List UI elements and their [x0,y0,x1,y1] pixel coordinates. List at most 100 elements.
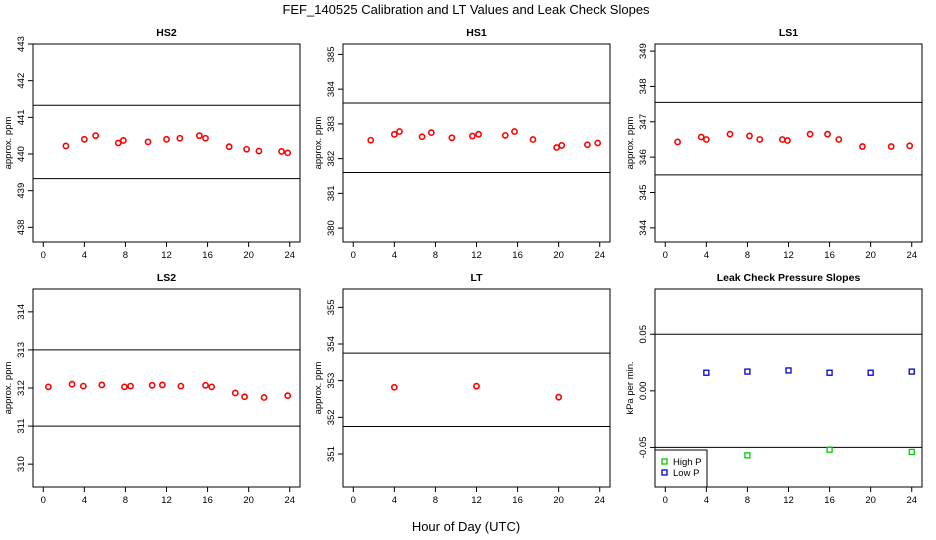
data-point [887,143,895,150]
x-tick-label: 0 [663,495,668,506]
y-tick-label: 348 [638,78,649,94]
y-tick-label: 383 [326,116,337,132]
data-point [826,369,833,376]
x-tick-label: 20 [865,250,876,261]
y-tick-label: 353 [326,373,337,389]
data-point [824,130,831,138]
x-tick-label: 0 [41,250,46,261]
x-tick-label: 20 [553,250,564,261]
y-tick-label: 312 [16,380,27,396]
data-point [594,139,602,147]
data-point [241,393,248,401]
data-point [62,142,70,150]
data-point [284,392,292,400]
y-tick-label: 314 [16,304,27,320]
panel-0: HS2 0 4 8 12 16 20 24 438 439 440 441 442 443 approx. … [3,27,301,261]
y-axis-label: approx. ppm [3,362,14,415]
y-tick-label: 310 [16,456,27,472]
plot-frame [32,288,301,488]
data-point [260,394,268,401]
data-point [806,130,814,138]
panel-2: LS1 0 4 8 12 16 20 24 344 345 346 347 348 349 approx. … [625,27,923,261]
figure-title: FEF_140525 Calibration and LT Values and… [282,2,650,17]
x-tick-label: 8 [123,250,128,261]
data-point [148,381,156,389]
x-tick-label: 12 [783,495,794,506]
data-point [79,382,87,390]
x-tick-label: 0 [351,250,356,261]
x-tick-label: 4 [704,495,709,506]
y-tick-label: 344 [638,220,649,236]
x-tick-label: 8 [745,250,750,261]
y-tick-label: 313 [16,342,27,358]
data-point [45,383,52,391]
legend-label: Low P [673,468,699,479]
y-tick-label: 345 [638,185,649,201]
data-point [785,367,792,374]
data-point [558,142,566,149]
data-point [511,128,518,135]
data-point [177,382,185,390]
y-tick-label: 0.00 [638,382,649,401]
x-tick-label: 0 [663,250,668,261]
panel-title: LS2 [157,272,176,284]
y-axis-label: kPa per min. [625,361,636,414]
panel-title: LS1 [779,27,798,39]
y-tick-label: 355 [326,299,337,315]
y-tick-label: 442 [16,73,27,89]
x-tick-label: 16 [824,250,835,261]
y-tick-label: 346 [638,149,649,165]
data-point [176,134,184,142]
data-point [501,131,509,139]
y-tick-label: 349 [638,43,649,59]
x-tick-label: 8 [123,495,128,506]
data-point [744,368,751,375]
data-point [98,381,106,389]
y-tick-label: 352 [326,409,337,425]
y-tick-label: 443 [16,36,27,52]
data-point [778,136,786,143]
y-tick-label: 0.05 [638,325,649,344]
x-tick-label: 4 [392,250,397,261]
x-tick-label: 12 [471,495,482,506]
data-point [367,136,375,144]
data-point [390,130,398,138]
figure-xlabel: Hour of Day (UTC) [412,519,520,534]
legend-marker [661,458,668,465]
y-axis-label: approx. ppm [313,117,324,170]
data-point [784,137,791,144]
panel-4: LT 0 4 8 12 16 20 24 351 352 353 354 355 approx. ppm [313,272,611,506]
x-tick-label: 24 [594,495,605,506]
plot-frame [342,43,611,243]
data-point [202,381,209,389]
data-point [163,135,170,143]
x-tick-label: 20 [865,495,876,506]
data-point [418,133,426,141]
legend-marker [661,469,668,476]
plot-frame [32,43,301,243]
panel-1: HS1 0 4 8 12 16 20 24 380 381 382 383 384 385 approx. … [313,27,611,261]
y-tick-label: 380 [326,220,337,236]
y-tick-label: 385 [326,46,337,62]
x-tick-label: 0 [351,495,356,506]
x-tick-label: 4 [82,495,87,506]
data-point [127,382,134,390]
x-tick-label: 24 [906,495,917,506]
y-tick-label: 438 [16,219,27,235]
data-point [473,382,480,390]
data-point [119,137,127,144]
legend-box [654,449,708,488]
x-tick-label: 20 [553,495,564,506]
data-point [120,383,128,391]
data-point [114,139,122,147]
data-point [396,128,403,135]
panel-title: HS1 [466,27,487,39]
x-tick-label: 0 [41,495,46,506]
x-tick-label: 16 [512,250,523,261]
data-point [529,136,537,143]
data-point [390,383,398,391]
x-tick-label: 4 [704,250,709,261]
panel-title: Leak Check Pressure Slopes [717,272,861,284]
